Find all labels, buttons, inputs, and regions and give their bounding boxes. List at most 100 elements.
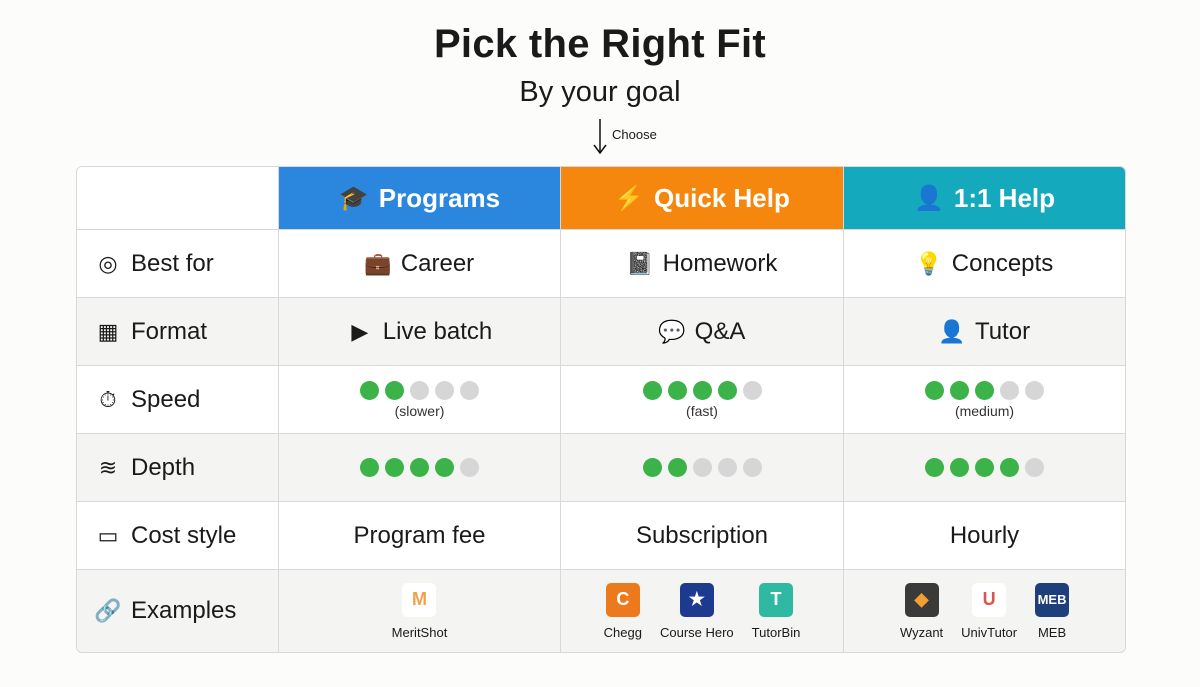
rating-dot-filled [385, 458, 404, 477]
cell-content: 📓 Homework [625, 249, 778, 278]
rating-dot-filled [925, 458, 944, 477]
rating-dots [360, 380, 479, 400]
row-label: Cost style [131, 521, 237, 549]
example-item: T TutorBin [751, 582, 801, 640]
rating-dot-empty [1025, 380, 1044, 400]
table-cell: Program fee [278, 502, 560, 569]
page-subtitle: By your goal [519, 76, 681, 108]
rating-dot-empty [1000, 380, 1019, 400]
rating-dot-filled [717, 380, 737, 400]
table-cell: Hourly [843, 502, 1125, 569]
table-row-speed: ⏱ Speed (slower) (fast) (medium) [77, 365, 1125, 433]
cell-text: Hourly [949, 521, 1020, 549]
rating-dot-empty [692, 458, 712, 477]
example-name: UnivTutor [961, 624, 1018, 640]
row-label-cell: 🔗 Examples [77, 570, 278, 652]
table-header-row: 🎓 Programs ⚡ Quick Help 👤 1:1 Help [77, 167, 1125, 229]
row-label: Examples [131, 597, 237, 624]
examples-list: C Chegg ★ Course Hero T TutorBin [603, 582, 801, 640]
rating-dot-filled [642, 380, 662, 400]
headset-user-icon: 👤 [913, 184, 944, 212]
rating-dot-filled [1000, 458, 1019, 477]
rating-dot-empty [435, 380, 454, 400]
rating-dot-empty [460, 458, 479, 477]
row-label: Format [131, 317, 208, 345]
rating-dots [642, 380, 762, 400]
rating-dot-empty [742, 380, 762, 400]
rating-dots [925, 458, 1044, 477]
page-title: Pick the Right Fit [433, 22, 767, 66]
row-label: Speed [131, 385, 201, 413]
cell-content: 💼 Career [364, 249, 475, 278]
table-cell: 💼 Career [278, 230, 560, 297]
rating-dot-empty [717, 458, 737, 477]
univtutor-logo: U [972, 582, 1007, 617]
choose-indicator: Choose [592, 118, 657, 156]
column-header-1-1-help: 👤 1:1 Help [843, 167, 1125, 229]
table-cell: Subscription [560, 502, 843, 569]
meb-logo: MEB [1035, 582, 1070, 617]
cell-content: 💬 Q&A [657, 317, 746, 346]
row-label: Best for [131, 249, 214, 277]
user-icon: 👤 [938, 318, 966, 344]
table-cell: M MeritShot [278, 570, 560, 652]
arrow-down-icon [593, 119, 607, 155]
chat-bubble-icon: 💬 [657, 318, 686, 344]
row-label-cell: ▦ Format [77, 298, 278, 365]
cell-content: Hourly [950, 522, 1019, 550]
stopwatch-icon: ⏱ [99, 386, 117, 412]
link-icon: 🔗 [94, 598, 122, 623]
example-name: TutorBin [751, 624, 801, 640]
table-cell: (medium) [843, 366, 1125, 433]
briefcase-icon: 💼 [364, 250, 392, 276]
notebook-icon: 📓 [625, 250, 654, 276]
graduation-cap-icon: 🎓 [338, 184, 369, 212]
table-cell: (fast) [560, 366, 843, 433]
example-item: M MeritShot [392, 582, 447, 640]
example-name: Wyzant [899, 624, 944, 640]
column-header-quick-help: ⚡ Quick Help [560, 167, 843, 229]
rating-dot-empty [1025, 458, 1044, 477]
cell-content: ▶ Live batch [347, 318, 492, 346]
example-name: Course Hero [659, 624, 734, 640]
tutorbin-logo: T [759, 582, 793, 617]
example-item: ★ Course Hero [659, 582, 734, 640]
table-cell: C Chegg ★ Course Hero T TutorBin [560, 570, 843, 652]
rating-dot-filled [925, 380, 944, 400]
cell-text: Homework [662, 249, 778, 277]
rating-dot-filled [642, 458, 662, 477]
table-row-best-for: ◎ Best for 💼 Career 📓 Homework 💡 Concepts [77, 229, 1125, 297]
table-row-examples: 🔗 Examples M MeritShot C Chegg ★ Course Hero T Tu… [77, 569, 1125, 652]
column-header-label: Quick Help [654, 182, 790, 213]
table-cell: 📓 Homework [560, 230, 843, 297]
wallet-icon: ▭ [97, 522, 119, 548]
rating-note: (medium) [954, 402, 1015, 419]
rating-dot-filled [435, 458, 454, 477]
cell-text: Concepts [951, 249, 1054, 277]
table-cell: ▶ Live batch [278, 298, 560, 365]
cell-text: Live batch [382, 317, 493, 345]
column-header-programs: 🎓 Programs [278, 167, 560, 229]
table-cell: (slower) [278, 366, 560, 433]
table-cell: 💡 Concepts [843, 230, 1125, 297]
table-cell: ◆ Wyzant U UnivTutor MEB MEB [843, 570, 1125, 652]
rating-dots [642, 458, 762, 477]
row-label-cell: ⏱ Speed [77, 366, 278, 433]
examples-list: ◆ Wyzant U UnivTutor MEB MEB [899, 582, 1070, 640]
rating-dot-filled [360, 458, 379, 477]
row-label-cell: ▭ Cost style [77, 502, 278, 569]
target-icon: ◎ [98, 250, 118, 276]
lightning-icon: ⚡ [614, 184, 645, 212]
rating-dot-filled [692, 380, 712, 400]
rating-dot-filled [667, 458, 687, 477]
table-row-cost-style: ▭ Cost style Program fee Subscription Hourly [77, 501, 1125, 569]
row-label: Depth [131, 453, 196, 481]
cell-text: Career [400, 249, 475, 277]
video-play-icon: ▶ [351, 318, 369, 344]
column-header-label: Programs [378, 182, 501, 213]
rating-dot-filled [385, 380, 404, 400]
rating-dot-filled [410, 458, 429, 477]
rating-dot-empty [742, 458, 762, 477]
cell-text: Q&A [694, 317, 746, 345]
example-name: Chegg [603, 624, 642, 640]
